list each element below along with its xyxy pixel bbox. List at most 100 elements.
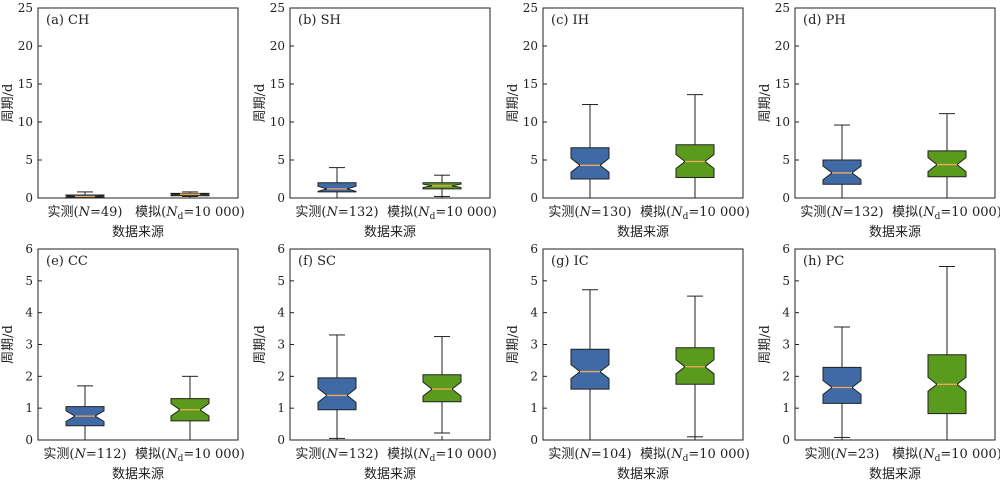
- category-variable: N: [325, 205, 338, 220]
- x-axis-label: 数据来源: [869, 225, 921, 240]
- category-variable: N: [578, 447, 591, 462]
- y-tick-label: 4: [277, 306, 285, 320]
- category-prefix: 实测(: [295, 205, 326, 220]
- y-tick-label: 5: [277, 153, 285, 167]
- category-variable: N: [922, 447, 935, 462]
- y-axis-label: 周期/d: [1, 325, 16, 364]
- y-tick-label: 1: [25, 401, 33, 415]
- category-suffix: =132): [338, 447, 379, 462]
- category-variable: N: [670, 205, 683, 220]
- y-tick-label: 10: [775, 115, 790, 129]
- category-suffix: =112): [86, 447, 127, 462]
- category-variable: N: [417, 205, 430, 220]
- category-label: 模拟(Nd=10 000): [892, 205, 1000, 222]
- category-label: 模拟(Nd=10 000): [892, 447, 1000, 464]
- category-prefix: 模拟(: [135, 447, 166, 462]
- y-tick-label: 3: [530, 338, 538, 352]
- category-subscript: d: [178, 212, 184, 222]
- category-label: 实测(N=104): [548, 447, 631, 462]
- y-tick-label: 0: [782, 433, 790, 447]
- y-tick-label: 25: [270, 1, 285, 15]
- category-suffix: =49): [90, 205, 123, 220]
- category-subscript: d: [430, 454, 436, 464]
- category-prefix: 模拟(: [892, 205, 923, 220]
- category-variable: N: [578, 205, 591, 220]
- y-tick-label: 6: [530, 242, 538, 256]
- x-axis-label: 数据来源: [112, 467, 164, 482]
- category-label: 实测(N=132): [295, 205, 378, 220]
- x-axis-label: 数据来源: [617, 467, 669, 482]
- category-label: 实测(N=49): [48, 205, 123, 220]
- category-prefix: 模拟(: [640, 205, 671, 220]
- category-suffix: =10 000): [688, 205, 749, 220]
- category-suffix: =10 000): [940, 447, 1000, 462]
- category-variable: N: [165, 205, 178, 220]
- panel-title: (c) IH: [551, 13, 589, 28]
- plot-frame: [794, 7, 996, 199]
- y-tick-label: 25: [523, 1, 538, 15]
- y-tick-label: 6: [277, 242, 285, 256]
- y-axis-label: 周期/d: [758, 325, 773, 364]
- plot-frame: [289, 7, 491, 199]
- observed-box: [317, 377, 357, 411]
- category-prefix: 实测(: [548, 447, 579, 462]
- category-suffix: =130): [591, 205, 632, 220]
- y-tick-label: 6: [782, 242, 790, 256]
- observed-box: [822, 366, 862, 404]
- panel-title: (a) CH: [46, 13, 89, 28]
- category-variable: N: [325, 447, 338, 462]
- y-tick-label: 20: [775, 39, 790, 53]
- category-subscript: d: [683, 454, 689, 464]
- category-suffix: =132): [843, 205, 884, 220]
- y-tick-label: 0: [782, 191, 790, 205]
- x-axis-label: 数据来源: [617, 225, 669, 240]
- observed-box: [570, 348, 610, 390]
- category-subscript: d: [178, 454, 184, 464]
- y-axis-label: 周期/d: [506, 84, 521, 123]
- category-label: 模拟(Nd=10 000): [640, 447, 750, 464]
- category-label: 模拟(Nd=10 000): [640, 205, 750, 222]
- category-prefix: 实测(: [43, 447, 74, 462]
- category-suffix: =10 000): [183, 447, 244, 462]
- category-prefix: 模拟(: [387, 205, 418, 220]
- category-suffix: =10 000): [183, 205, 244, 220]
- category-prefix: 模拟(: [387, 447, 418, 462]
- y-tick-label: 25: [775, 1, 790, 15]
- category-subscript: d: [430, 212, 436, 222]
- x-axis-label: 数据来源: [364, 225, 416, 240]
- category-label: 模拟(Nd=10 000): [387, 205, 497, 222]
- observed-box: [570, 147, 610, 180]
- y-tick-label: 3: [25, 338, 33, 352]
- panel-title: (h) PC: [803, 254, 844, 269]
- y-tick-label: 15: [775, 77, 790, 91]
- panel-title: (e) CC: [46, 254, 88, 269]
- y-tick-label: 1: [530, 401, 538, 415]
- observed-box: [822, 159, 862, 185]
- y-axis-label: 周期/d: [758, 84, 773, 123]
- y-tick-label: 5: [782, 153, 790, 167]
- y-tick-label: 10: [18, 115, 33, 129]
- category-suffix: =10 000): [940, 205, 1000, 220]
- category-label: 模拟(Nd=10 000): [387, 447, 497, 464]
- plot-frame: [289, 248, 491, 441]
- category-subscript: d: [935, 212, 941, 222]
- y-tick-label: 1: [277, 401, 285, 415]
- category-variable: N: [830, 205, 843, 220]
- y-tick-label: 20: [523, 39, 538, 53]
- category-prefix: 模拟(: [640, 447, 671, 462]
- y-axis-label: 周期/d: [253, 84, 268, 123]
- category-suffix: =23): [847, 447, 880, 462]
- y-tick-label: 5: [277, 274, 285, 288]
- y-tick-label: 5: [530, 274, 538, 288]
- observed-box: [317, 182, 357, 193]
- category-prefix: 模拟(: [135, 205, 166, 220]
- simulated-box: [422, 374, 462, 403]
- category-prefix: 实测(: [805, 447, 836, 462]
- y-tick-label: 4: [782, 306, 790, 320]
